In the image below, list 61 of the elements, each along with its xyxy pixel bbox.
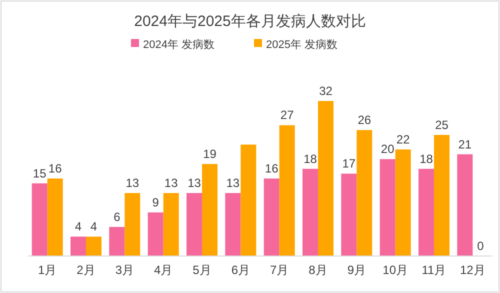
bar [434,134,450,256]
x-tick-label: 9月 [347,263,366,277]
data-label: 27 [280,108,294,122]
bar [356,130,372,256]
data-label: 16 [48,162,62,176]
bar [47,178,63,256]
bar [457,154,473,256]
data-label: 13 [164,176,178,190]
x-tick-label: 1月 [38,263,57,277]
data-label: 9 [152,195,160,210]
data-label: 6 [114,210,121,224]
data-label: 18 [304,152,318,166]
bar [202,164,218,256]
x-tick-label: 11月 [422,263,446,277]
bar [318,101,334,256]
x-tick-label: 2月 [76,263,96,277]
legend-label: 2024年 发病数 [143,38,215,51]
bar [395,149,411,256]
bar [264,178,280,256]
data-label: 4 [90,220,98,234]
x-tick-label: 6月 [231,263,250,277]
bar [163,193,179,256]
data-label: 0 [477,239,484,253]
bar [124,193,140,256]
bar [240,144,256,256]
data-label: 13 [126,176,140,190]
data-label: 13 [226,176,240,190]
bar [225,193,241,256]
bar [86,236,102,256]
data-label: 32 [319,84,333,98]
bar [148,212,164,256]
x-tick-label: 10月 [382,263,408,277]
x-tick-label: 7月 [270,263,289,277]
data-label: 18 [420,152,434,166]
bar [279,125,295,256]
bar [32,183,48,256]
data-label: 15 [32,166,47,180]
bar [302,168,318,256]
bar [341,174,357,256]
bar [418,168,434,256]
x-tick-label: 4月 [154,263,173,277]
chart-title: 2024年与2025年各月发病人数对比 [134,13,366,30]
data-label: 25 [435,118,449,132]
data-label: 16 [264,162,279,176]
bar [380,159,396,256]
data-label: 4 [74,220,82,234]
data-label: 19 [203,146,217,161]
x-tick-label: 12月 [460,263,486,277]
data-label: 13 [188,176,202,190]
x-tick-label: 8月 [308,263,328,277]
bar [186,193,202,256]
legend-label: 2025年 发病数 [266,38,338,51]
x-tick-label: 3月 [115,263,134,277]
bar [109,226,125,256]
data-label: 17 [342,156,356,171]
x-tick-label: 5月 [192,263,212,277]
bar [70,236,86,256]
data-label: 26 [358,113,372,128]
data-label: 21 [458,137,472,152]
data-label: 20 [380,142,395,156]
data-label: 22 [396,132,410,146]
